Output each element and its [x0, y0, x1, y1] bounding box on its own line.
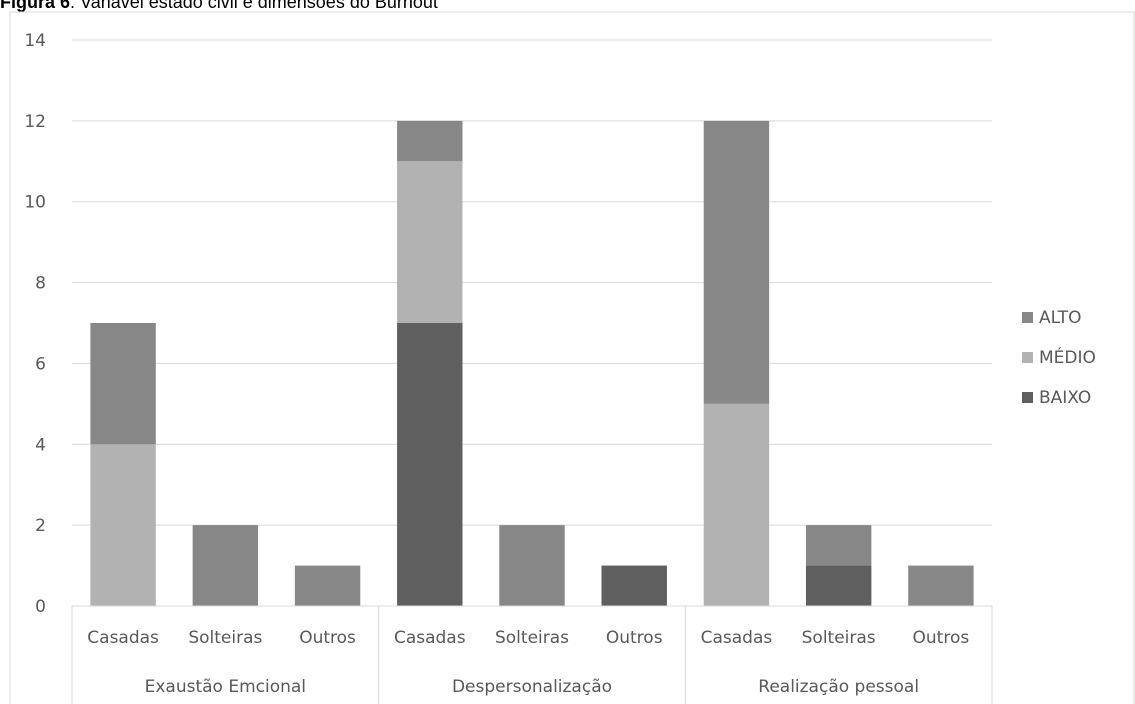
x-axis [71, 605, 993, 704]
bar-segment-alto [397, 120, 463, 162]
bar-segment-alto [192, 525, 259, 606]
bar-segment-médio [703, 403, 770, 606]
y-tick-label: 4 [35, 435, 46, 455]
legend-swatch-baixo [1022, 392, 1033, 403]
legend: ALTO MÉDIO BAIXO [1022, 308, 1096, 408]
x-category-label: Outros [299, 628, 356, 648]
bar-segment-médio [90, 444, 156, 606]
bars [90, 120, 974, 606]
bar-segment-alto [703, 120, 770, 404]
chart-area-border [9, 11, 1135, 704]
y-tick-label: 6 [35, 354, 46, 374]
y-tick-label: 14 [24, 31, 46, 51]
bar-segment-alto [805, 525, 872, 566]
y-tick-label: 2 [35, 516, 46, 536]
figure-caption-text: : Variável estado civil e dimensões do B… [70, 0, 438, 12]
x-category-label: Outros [913, 628, 970, 648]
legend-label: BAIXO [1039, 388, 1091, 408]
bar-segment-baixo [601, 565, 667, 606]
gridlines [72, 39, 992, 526]
bar-segment-alto [499, 525, 565, 606]
x-axis-category-labels: Casadas Solteiras Outros Casadas Solteiras Ou… [87, 628, 969, 648]
y-tick-label: 0 [35, 597, 46, 617]
bar-segment-alto [294, 565, 361, 606]
figure-label: Figura 6 [0, 0, 71, 12]
x-group-label: Despersonalização [452, 677, 612, 697]
x-category-label: Casadas [701, 628, 773, 648]
x-category-label: Solteiras [188, 628, 262, 648]
x-category-label: Casadas [394, 628, 466, 648]
legend-swatch-alto [1022, 312, 1033, 323]
legend-label: MÉDIO [1039, 346, 1096, 368]
bar-segment-alto [90, 323, 156, 445]
x-category-label: Outros [606, 628, 663, 648]
legend-label: ALTO [1039, 308, 1082, 328]
legend-swatch-médio [1022, 352, 1033, 363]
x-category-label: Casadas [87, 628, 159, 648]
x-axis-group-labels: Exaustão Emcional Despersonalização Realiz… [145, 677, 919, 697]
x-category-label: Solteiras [802, 628, 876, 648]
x-group-label: Exaustão Emcional [145, 677, 306, 697]
figure-caption: Figura 6: Variável estado civil e dimens… [0, 0, 1135, 12]
bar-segment-médio [397, 161, 463, 323]
y-axis-tick-labels: 0 2 4 6 8 10 12 14 [24, 31, 46, 617]
bar-segment-baixo [397, 323, 463, 606]
y-tick-label: 8 [35, 274, 46, 294]
bar-segment-baixo [805, 565, 872, 606]
y-tick-label: 10 [24, 193, 46, 213]
x-group-label: Realização pessoal [758, 677, 919, 697]
y-tick-label: 12 [24, 112, 46, 132]
x-category-label: Solteiras [495, 628, 569, 648]
bar-segment-alto [908, 565, 974, 606]
